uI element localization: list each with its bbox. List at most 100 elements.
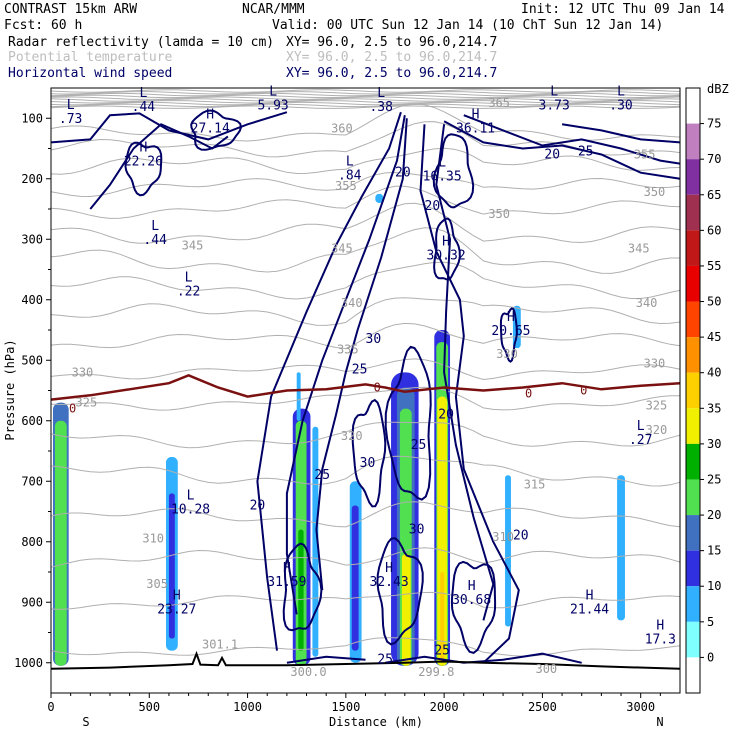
colorbar-level-label: 40 <box>707 366 721 380</box>
wind-extremum-type: L <box>346 154 354 169</box>
wind-contour-label: 25 <box>377 653 393 668</box>
wind-contour <box>256 111 402 651</box>
wind-contour-label: 20 <box>425 199 441 214</box>
x-tick-label: 3000 <box>626 700 655 714</box>
colorbar-level-label: 60 <box>707 223 721 237</box>
wind-contour <box>463 114 681 165</box>
wind-extremum-value: 5.93 <box>257 98 288 113</box>
wind-extremum-type: L <box>637 419 645 434</box>
colorbar-swatch <box>686 230 700 266</box>
wind-contour-label: 20 <box>395 166 411 181</box>
wind-extremum-type: L <box>617 84 625 99</box>
theta-contour-upper <box>50 89 681 93</box>
colorbar-level-label: 20 <box>707 508 721 522</box>
freezing-level-label: 0 <box>525 387 532 401</box>
y-tick-label: 500 <box>21 353 43 367</box>
wind-extremum-value: 31.59 <box>267 575 306 590</box>
field-reflectivity-xy: XY= 96.0, 2.5 to 96.0,214.7 <box>286 35 497 50</box>
field-wind-xy: XY= 96.0, 2.5 to 96.0,214.7 <box>286 66 497 81</box>
theta-label: 320 <box>646 423 668 437</box>
wind-extremum-value: .22 <box>177 285 200 300</box>
contour-labels: 360 355 350 345 345 340 335 330 325 320 315 310 305 3… <box>59 84 676 679</box>
theta-contour-upper <box>50 100 681 104</box>
wind-extremum-type: H <box>139 141 147 156</box>
x-axis-north-label: N <box>656 715 663 729</box>
colorbar-level-label: 30 <box>707 437 721 451</box>
wind-extremum-value: .30 <box>609 98 632 113</box>
reflectivity-cell <box>437 396 448 666</box>
x-axis: 0 500 1000 1500 2000 2500 3000 <box>47 693 661 714</box>
theta-label: 310 <box>142 532 164 546</box>
wind-extremum-value: .38 <box>369 100 392 115</box>
wind-extremum-value: 36.11 <box>456 121 495 136</box>
freezing-level-contour <box>50 374 681 401</box>
wind-extremum-type: L <box>151 219 159 234</box>
colorbar-swatch <box>686 159 700 195</box>
wind-contour <box>282 542 323 632</box>
theta-contour <box>50 421 681 449</box>
theta-contour <box>50 386 680 411</box>
x-tick-label: 500 <box>138 700 160 714</box>
y-axis-label: Pressure (hPa) <box>3 339 17 440</box>
theta-contour <box>50 501 681 528</box>
freezing-level-label: 0 <box>580 384 587 398</box>
colorbar-level-label: 0 <box>707 650 714 664</box>
theta-contour-upper <box>50 91 681 95</box>
wind-extremum-type: L <box>67 98 75 113</box>
colorbar-swatch <box>686 479 700 516</box>
y-tick-label: 300 <box>21 232 43 246</box>
wind-contour-label: 20 <box>250 498 266 513</box>
theta-label: 345 <box>182 238 204 252</box>
theta-contour-upper <box>50 101 681 106</box>
wind-contour <box>432 133 475 209</box>
wind-contour-label: 25 <box>578 145 594 160</box>
org-label: NCAR/MMM <box>242 2 305 17</box>
theta-contour <box>50 261 681 300</box>
wind-speed-contours <box>50 109 681 664</box>
wind-extremum-value: .73 <box>59 112 82 127</box>
reflectivity-cell <box>401 553 411 666</box>
theta-label: 315 <box>524 477 546 491</box>
wind-extremum-type: H <box>173 588 181 603</box>
theta-label: 310 <box>492 530 514 544</box>
y-tick-label: 200 <box>21 172 43 186</box>
field-theta-name: Potential temperature <box>8 50 173 65</box>
y-tick-label: 700 <box>21 474 43 488</box>
colorbar-swatch <box>686 265 700 302</box>
wind-extremum-type: H <box>586 588 594 603</box>
theta-label: 320 <box>341 429 363 443</box>
x-tick-label: 2000 <box>430 700 459 714</box>
wind-extremum-type: L <box>377 86 385 101</box>
theta-contour <box>50 202 681 244</box>
colorbar-level-label: 50 <box>707 295 721 309</box>
wind-extremum-type: L <box>139 86 147 101</box>
colorbar-level-label: 70 <box>707 152 721 166</box>
y-tick-label: 800 <box>21 535 43 549</box>
colorbar-swatch <box>686 88 700 124</box>
wind-extremum-value: .44 <box>143 233 167 248</box>
colorbar-unit: dBZ <box>707 82 729 96</box>
theta-label: 345 <box>628 241 650 255</box>
x-axis-south-label: S <box>82 715 89 729</box>
colorbar-swatch <box>686 123 700 160</box>
wind-extremum-value: 3.73 <box>539 98 570 113</box>
y-tick-label: 1000 <box>14 656 43 670</box>
wind-contour <box>499 307 518 363</box>
theta-contour <box>50 185 681 219</box>
colorbar-swatch <box>686 301 700 338</box>
freezing-level-line <box>50 374 681 401</box>
theta-label: 299.8 <box>418 665 454 679</box>
theta-contour-upper <box>50 105 681 109</box>
reflectivity-cell <box>505 475 511 627</box>
wind-extremum-type: L <box>269 84 277 99</box>
wind-extremum-type: H <box>656 619 664 634</box>
theta-contour-upper <box>50 92 681 97</box>
wind-contour-label: 25 <box>434 644 450 659</box>
y-tick-label: 900 <box>21 595 43 609</box>
model-title: CONTRAST 15km ARW <box>4 2 137 17</box>
freezing-level-label: 0 <box>69 402 76 416</box>
theta-label: 335 <box>337 342 359 356</box>
wind-contour <box>285 115 406 615</box>
